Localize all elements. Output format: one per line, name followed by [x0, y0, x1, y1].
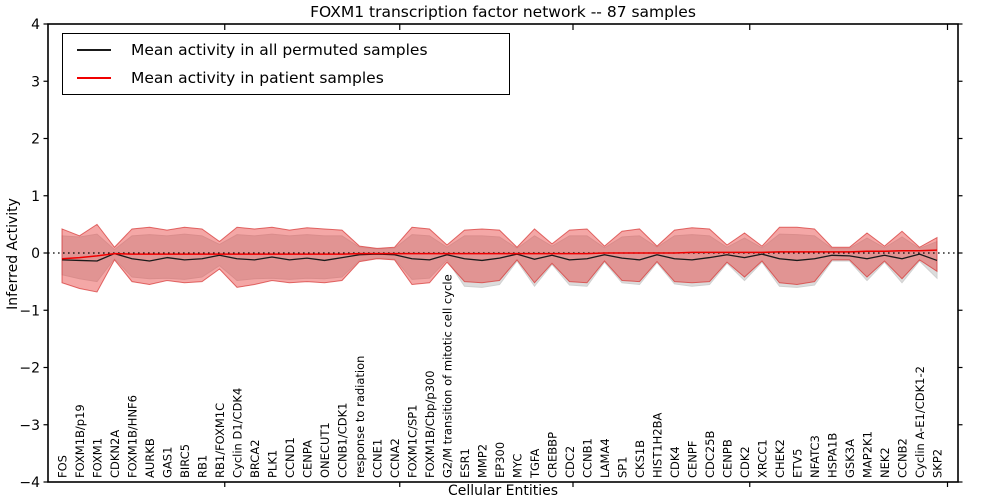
y-axis-label: Inferred Activity: [5, 198, 21, 310]
legend-label: Mean activity in patient samples: [131, 69, 384, 87]
permuted-line-swatch: [77, 49, 111, 51]
permuted-range-band: [61, 233, 938, 288]
y-tick-label: 2: [31, 132, 40, 148]
x-category-label: CKS1B: [633, 440, 647, 478]
x-category-label: CDC25B: [703, 430, 717, 478]
x-category-label: LAMA4: [598, 438, 612, 478]
x-category-label: CDC2: [563, 446, 577, 478]
y-tick-label: 3: [31, 74, 40, 90]
x-category-label: GSK3A: [843, 439, 857, 478]
legend-label: Mean activity in all permuted samples: [131, 41, 428, 59]
x-category-label: FOXM1B/HNF6: [126, 395, 140, 478]
x-category-label: CHEK2: [773, 439, 787, 478]
x-category-label: FOXM1: [91, 438, 105, 478]
x-category-label: CCND1: [283, 437, 297, 478]
x-category-label: CCNB1: [581, 438, 595, 478]
y-tick-label: −1: [19, 303, 40, 319]
chart-title: FOXM1 transcription factor network -- 87…: [310, 3, 696, 21]
x-axis-label: Cellular Entities: [447, 483, 559, 499]
x-category-label: BIRC5: [178, 444, 192, 478]
y-tick-label: 0: [31, 246, 40, 262]
x-category-label: SKP2: [931, 449, 945, 478]
x-category-label: G2/M transition of mitotic cell cycle: [441, 274, 455, 478]
x-category-label: GAS1: [161, 447, 175, 478]
x-category-label: NFATC3: [808, 435, 822, 478]
legend-entry-patient: Mean activity in patient samples: [63, 65, 509, 91]
x-category-label: EP300: [493, 442, 507, 478]
x-category-label: CDKN2A: [108, 430, 122, 478]
x-category-label: MMP2: [476, 444, 490, 478]
x-category-label: CCNE1: [371, 439, 385, 478]
x-category-label: CENPB: [721, 439, 735, 478]
y-tick-label: −2: [19, 361, 40, 377]
x-category-label: AURKB: [143, 438, 157, 478]
x-category-label: HIST1H2BA: [651, 412, 665, 478]
x-category-label: FOXM1B/Cbp/p300: [423, 370, 437, 478]
y-tick-label: 1: [31, 189, 40, 205]
x-category-label: CCNB1/CDK1: [336, 403, 350, 479]
x-category-label: RB1: [196, 455, 210, 478]
x-category-label: FOXM1C/SP1: [406, 404, 420, 478]
x-category-label: ESR1: [458, 448, 472, 478]
x-category-label: HSPA1B: [826, 433, 840, 478]
y-tick-label: 4: [31, 17, 40, 33]
x-category-label: FOS: [56, 455, 70, 478]
x-category-label: CREBBP: [546, 432, 560, 478]
x-category-label: CCNB2: [896, 438, 910, 478]
patient-line-swatch: [77, 77, 111, 79]
x-category-label: MYC: [511, 454, 525, 478]
x-category-label: CDK4: [668, 446, 682, 478]
x-category-label: TGFA: [528, 449, 542, 479]
plot-frame: [47, 23, 959, 483]
permuted-mean-line: [61, 252, 938, 262]
x-category-label: CENPF: [686, 441, 700, 478]
x-category-label: SP1: [616, 456, 630, 478]
x-category-label: FOXM1B/p19: [73, 404, 87, 478]
y-tick-label: −4: [19, 475, 40, 491]
x-category-label: PLK1: [266, 450, 280, 478]
y-tick-label: −3: [19, 418, 40, 434]
x-category-label: CDK2: [738, 446, 752, 478]
x-category-label: Cyclin A-E1/CDK1-2: [913, 366, 927, 478]
x-category-label: XRCC1: [756, 439, 770, 478]
x-category-label: ETV5: [791, 449, 805, 478]
legend: Mean activity in all permuted samples Me…: [62, 33, 510, 95]
x-category-label: response to radiation: [353, 356, 367, 478]
x-category-label: BRCA2: [248, 439, 262, 478]
legend-entry-permuted: Mean activity in all permuted samples: [63, 37, 509, 63]
x-category-label: RB1/FOXM1C: [213, 403, 227, 478]
x-category-label: MAP2K1: [861, 431, 875, 478]
x-category-label: NEK2: [878, 447, 892, 478]
x-category-label: CENPA: [301, 440, 315, 478]
x-category-label: Cyclin D1/CDK4: [231, 388, 245, 478]
x-category-label: CCNA2: [388, 438, 402, 478]
x-category-label: ONECUT1: [318, 422, 332, 478]
patient-mean-line: [61, 249, 938, 260]
